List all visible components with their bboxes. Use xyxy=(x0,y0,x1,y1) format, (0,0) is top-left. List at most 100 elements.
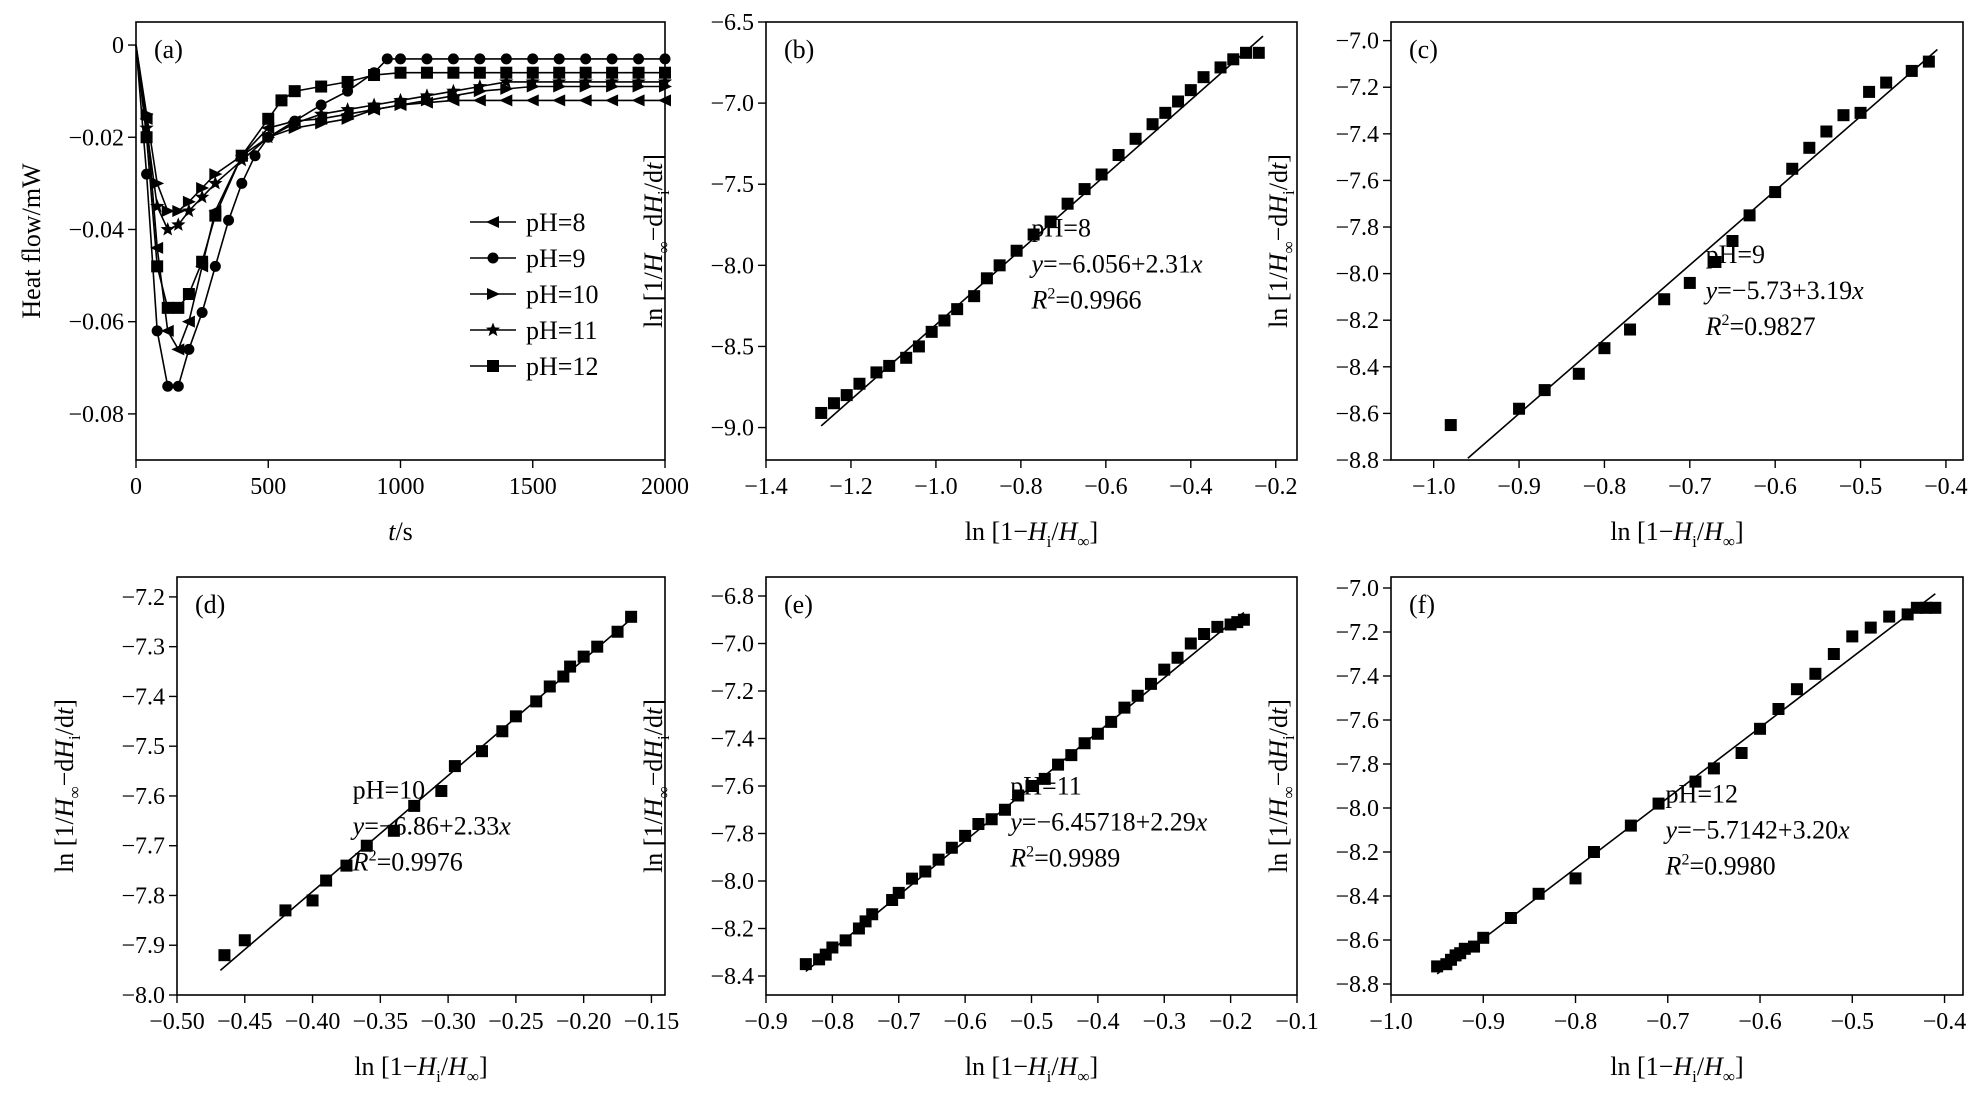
data-point xyxy=(938,314,951,327)
plot-frame xyxy=(1390,21,1964,461)
y-axis-title-sub: i xyxy=(65,735,84,740)
y-axis-title-part: H xyxy=(1264,194,1293,215)
fit-annotation: pH=10 y=−6.86+2.33x R2=0.9976 xyxy=(350,776,512,877)
x-axis-title-part: ln [1− xyxy=(965,517,1028,546)
data-point xyxy=(883,359,896,372)
series-pH-12 xyxy=(135,45,671,314)
x-tick-label: −0.8 xyxy=(1583,474,1627,500)
data-point xyxy=(1477,931,1490,944)
panel-label: (d) xyxy=(195,590,225,619)
y-axis-title-part: −d xyxy=(639,759,668,787)
annotation-text: =0.9989 xyxy=(1034,843,1120,872)
data-point xyxy=(1159,106,1172,119)
data-point xyxy=(150,198,165,213)
annotation-text: =−5.7142+3.20 xyxy=(1677,816,1838,845)
data-point xyxy=(1658,293,1671,306)
data-point xyxy=(496,725,509,738)
annotation-var: R xyxy=(352,848,369,877)
y-axis-title-sub: i xyxy=(654,190,673,195)
data-point xyxy=(181,203,196,218)
data-point xyxy=(435,784,448,797)
chart-panel-f: −1.0 −0.9 −0.8 −0.7 −0.6 −0.5 −0.4 −7.0 −7.2 −7.4… xyxy=(1264,576,1966,1086)
annotation-var: y xyxy=(1029,250,1044,279)
data-point xyxy=(998,803,1011,816)
panel-label: (f) xyxy=(1409,590,1435,619)
y-tick-label: −0.02 xyxy=(68,125,124,151)
data-point xyxy=(580,53,592,65)
y-tick-label: −7.8 xyxy=(121,883,165,909)
y-axis-title-part: /d xyxy=(1264,715,1293,735)
data-point xyxy=(826,941,839,954)
annotation-line: pH=12 xyxy=(1666,780,1738,809)
annotation-var: y xyxy=(1007,807,1022,836)
data-point xyxy=(1790,683,1803,696)
data-point xyxy=(195,189,210,204)
y-tick-label: −7.9 xyxy=(121,933,165,959)
y-tick-label: −8.4 xyxy=(710,964,754,990)
data-point xyxy=(1012,789,1025,802)
y-tick-label: −7.2 xyxy=(710,679,754,705)
y-axis-title-part: ] xyxy=(1264,154,1293,163)
legend-label: pH=11 xyxy=(526,316,597,345)
data-point xyxy=(287,115,302,130)
y-axis-title-part: t xyxy=(1264,707,1293,715)
y-axis-title-part: /d xyxy=(1264,170,1293,190)
data-point xyxy=(1929,601,1942,614)
data-point xyxy=(209,260,221,272)
y-axis-title-sub: ∞ xyxy=(654,241,673,253)
data-point xyxy=(866,908,879,921)
data-point xyxy=(196,255,209,268)
data-point xyxy=(553,66,566,79)
data-point xyxy=(591,640,604,653)
data-point xyxy=(368,69,381,82)
x-axis-title-sub: i xyxy=(1047,532,1052,551)
y-tick-label: −8.2 xyxy=(1335,840,1379,866)
y-tick-label: −6.5 xyxy=(710,10,754,36)
data-point xyxy=(161,301,174,314)
x-tick-label: 500 xyxy=(250,474,286,500)
data-point xyxy=(172,301,185,314)
data-point xyxy=(827,397,840,410)
y-axis-title-part: ] xyxy=(639,154,668,163)
data-point xyxy=(815,406,828,419)
annotation-sup: 2 xyxy=(1047,286,1055,303)
data-point xyxy=(525,74,540,88)
y-axis-title-part: ln [1/ xyxy=(50,817,79,873)
data-point xyxy=(261,122,275,135)
data-point xyxy=(306,894,319,907)
y-axis-title-part: −d xyxy=(639,214,668,242)
data-point xyxy=(1091,727,1104,740)
x-tick-label: −0.4 xyxy=(1169,474,1213,500)
data-point xyxy=(552,94,566,107)
y-tick-label: −8.0 xyxy=(710,253,754,279)
data-point xyxy=(1513,402,1526,415)
data-point xyxy=(1025,780,1038,792)
y-tick-label: −8.4 xyxy=(1335,884,1379,910)
x-axis-title-part: H xyxy=(1027,1052,1048,1081)
x-axis-title: ln [1−Hi/H∞] xyxy=(354,1052,487,1086)
data-point xyxy=(1052,758,1065,771)
y-tick-label: −0.08 xyxy=(68,402,124,428)
data-point xyxy=(288,85,301,98)
y-tick-label: −7.2 xyxy=(1335,620,1379,646)
y-axis-title-sub: ∞ xyxy=(1279,786,1298,798)
annotation-sup: 2 xyxy=(1026,843,1034,860)
y-tick-label: −8.2 xyxy=(710,917,754,943)
data-point xyxy=(394,66,407,79)
x-tick-label: 1000 xyxy=(377,474,425,500)
chart-panel-b: −1.4 −1.2 −1.0 −0.8 −0.6 −0.4 −0.2 −6.5 −7.0 −7.5… xyxy=(639,10,1298,551)
x-tick-label: −1.0 xyxy=(1412,474,1456,500)
data-point xyxy=(1735,747,1748,759)
data-point xyxy=(275,94,288,107)
data-point xyxy=(393,92,408,107)
x-tick-label: −0.6 xyxy=(1738,1009,1782,1035)
annotation-text: =−6.45718+2.29 xyxy=(1022,807,1196,836)
y-tick-label: −8.8 xyxy=(1335,448,1379,474)
x-axis-title-part: H xyxy=(447,1052,468,1081)
y-axis-title-part: ] xyxy=(1264,699,1293,708)
x-axis-title-sub: i xyxy=(1692,532,1697,551)
data-point xyxy=(657,74,673,88)
data-point xyxy=(1144,677,1157,690)
data-points xyxy=(799,613,1250,971)
data-point xyxy=(1112,149,1125,162)
